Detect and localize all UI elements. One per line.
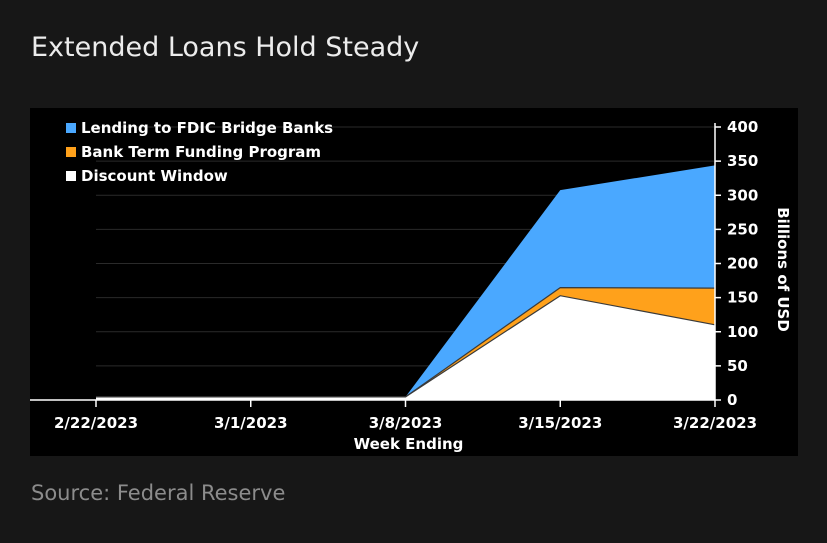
y-tick-label: 50 (727, 357, 748, 375)
y-tick-label: 200 (727, 255, 758, 273)
x-tick-label: 3/8/2023 (369, 414, 443, 432)
chart-area: 2/22/2023 3/1/2023 3/8/2023 3/15/2023 3/22/2… (30, 108, 798, 456)
stacked-areas (96, 165, 716, 400)
y-tick-label: 350 (727, 152, 758, 170)
y-axis: 0 50 100 150 200 250 300 350 400 (714, 118, 758, 409)
x-tick-label: 2/22/2023 (54, 414, 138, 432)
legend-label-bank-term-funding-program: Bank Term Funding Program (81, 143, 321, 161)
area-discount-window (96, 295, 715, 400)
gridlines (96, 126, 715, 367)
legend-label-discount-window: Discount Window (81, 167, 228, 185)
chart-title: Extended Loans Hold Steady (31, 32, 420, 63)
y-tick-label: 100 (727, 323, 758, 341)
x-tick-label: 3/15/2023 (518, 414, 602, 432)
x-tick-label: 3/22/2023 (673, 414, 757, 432)
legend-swatch-lending-to-fdic-bridge-banks (66, 123, 76, 133)
x-tick-label: 3/1/2023 (214, 414, 288, 432)
source-note: Source: Federal Reserve (31, 481, 286, 505)
x-axis: 2/22/2023 3/1/2023 3/8/2023 3/15/2023 3/22/2… (30, 399, 757, 432)
legend: Lending to FDIC Bridge Banks Bank Term Fu… (66, 119, 333, 185)
y-tick-label: 400 (727, 118, 758, 136)
y-tick-label: 0 (727, 391, 737, 409)
legend-swatch-bank-term-funding-program (66, 147, 76, 157)
legend-swatch-discount-window (66, 171, 76, 181)
boundary-bank-term-funding-program (96, 286, 716, 398)
y-axis-title: Billions of USD (774, 207, 792, 332)
y-tick-label: 150 (727, 289, 758, 307)
area-chart: 2/22/2023 3/1/2023 3/8/2023 3/15/2023 3/22/2… (30, 118, 792, 453)
y-tick-label: 250 (727, 220, 758, 238)
x-axis-title: Week Ending (354, 435, 464, 453)
y-tick-label: 300 (727, 186, 758, 204)
legend-label-lending-to-fdic-bridge-banks: Lending to FDIC Bridge Banks (81, 119, 333, 137)
